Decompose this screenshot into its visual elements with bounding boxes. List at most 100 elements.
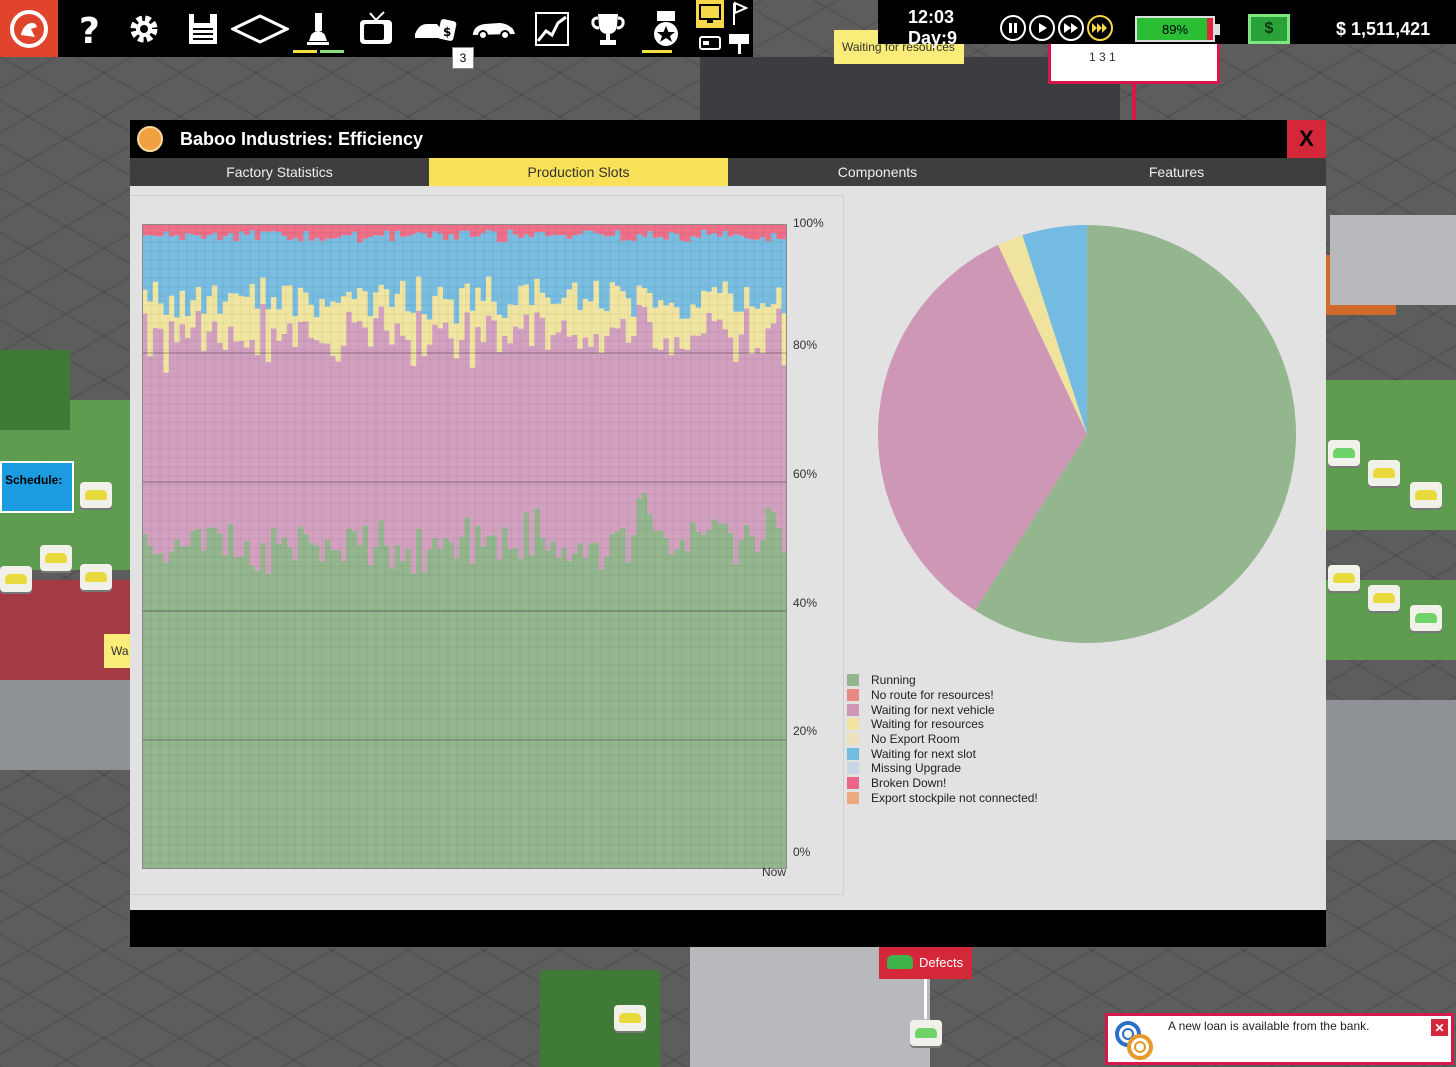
close-button[interactable]: X [1287, 120, 1326, 158]
fastest-speed-button[interactable] [1087, 15, 1113, 41]
schedule-tag[interactable]: Schedule: [0, 461, 74, 513]
car-tile[interactable] [1410, 482, 1442, 508]
tab-features[interactable]: Features [1148, 164, 1205, 180]
chart-segment [437, 328, 444, 549]
cash-icon[interactable]: $ [1248, 14, 1290, 44]
chart-segment [620, 224, 627, 241]
chart-segment [776, 224, 783, 239]
pause-button[interactable] [1000, 15, 1026, 41]
energy-battery[interactable]: 89% [1135, 16, 1220, 42]
chart-segment [206, 234, 213, 297]
chart-segment [254, 571, 261, 869]
car-tile[interactable] [1410, 605, 1442, 631]
chart-segment [529, 555, 535, 869]
logo-icon[interactable] [0, 0, 58, 57]
chart-segment [195, 528, 202, 869]
car-tile[interactable] [1368, 585, 1400, 611]
chart-segment [179, 240, 186, 291]
legend-swatch [847, 733, 859, 746]
tab-production-slots[interactable]: Production Slots [429, 158, 728, 186]
chart-segment [453, 558, 460, 869]
chart-segment [684, 224, 691, 242]
chart-segment [158, 552, 165, 869]
chart-segment [776, 238, 783, 288]
chart-segment [717, 224, 724, 237]
station-stats-card[interactable]: 1 3 1 [1048, 44, 1220, 84]
monitor-icon[interactable] [696, 0, 724, 28]
card-icon[interactable] [696, 32, 724, 54]
chart-segment [195, 224, 202, 236]
chart-segment [152, 281, 159, 329]
car-tile[interactable] [1368, 460, 1400, 486]
svg-text:?: ? [79, 11, 100, 49]
car-tile[interactable] [910, 1020, 942, 1046]
chart-segment [373, 224, 380, 236]
chart-segment [486, 535, 492, 869]
chart-segment [152, 328, 159, 555]
chart-segment [265, 362, 272, 574]
chart-segment [158, 328, 165, 553]
waiting-tag-partial[interactable]: Wa [104, 634, 132, 668]
trophy-icon[interactable] [580, 0, 636, 57]
save-icon[interactable] [175, 0, 231, 57]
chart-segment [346, 528, 353, 869]
chart-segment [443, 538, 449, 869]
car-tile[interactable] [1328, 565, 1360, 591]
chart-segment [281, 333, 288, 538]
chart-segment [244, 347, 251, 541]
medal-icon[interactable] [638, 0, 694, 57]
chart-segment [529, 345, 535, 556]
play-button[interactable] [1029, 15, 1055, 41]
car-sale-icon[interactable]: $ [408, 0, 464, 57]
car-icon[interactable] [466, 0, 522, 57]
chart-segment [496, 242, 503, 315]
chart-segment [641, 288, 648, 307]
car-tile[interactable] [0, 566, 32, 592]
chart-segment [373, 547, 380, 869]
chart-segment [287, 323, 294, 548]
research-icon[interactable] [290, 0, 346, 57]
notification-close-button[interactable]: ✕ [1431, 1019, 1448, 1036]
gear-icon[interactable] [116, 0, 172, 57]
zone-icon[interactable] [230, 0, 290, 57]
flag-icon[interactable] [726, 0, 752, 28]
battery-indicator [1207, 18, 1213, 40]
chart-segment [625, 342, 632, 563]
pie-slice [878, 244, 1087, 611]
chart-segment [770, 511, 777, 869]
chart-segment [367, 346, 374, 566]
chart-segment [378, 306, 385, 521]
chart-segment [319, 298, 326, 344]
chart-segment [582, 224, 589, 231]
car-tile[interactable] [614, 1005, 646, 1031]
chart-segment [652, 348, 659, 531]
chart-segment [195, 310, 202, 529]
help-icon[interactable]: ? [60, 0, 116, 57]
car-tile[interactable] [40, 545, 72, 571]
chart-segment [211, 224, 218, 233]
car-tile[interactable] [80, 482, 112, 508]
chart-segment [464, 230, 471, 284]
loan-notification[interactable]: A new loan is available from the bank. ✕ [1105, 1013, 1454, 1065]
chart-segment [733, 311, 740, 362]
tv-icon[interactable] [348, 0, 404, 57]
chart-segment [555, 557, 562, 869]
chart-segment [684, 318, 691, 350]
chart-segment [512, 326, 519, 548]
chart-icon[interactable] [524, 0, 580, 57]
chart-segment [142, 224, 148, 236]
car-tile[interactable] [80, 564, 112, 590]
tab-components[interactable]: Components [837, 164, 918, 180]
sign-icon[interactable] [726, 32, 752, 56]
legend-swatch [847, 777, 859, 790]
chart-segment [190, 530, 197, 869]
chart-segment [168, 321, 175, 552]
tab-factory-statistics[interactable]: Factory Statistics [226, 164, 333, 180]
chart-segment [211, 285, 218, 322]
fast-forward-button[interactable] [1058, 15, 1084, 41]
chart-segment [303, 224, 310, 232]
chart-segment [647, 293, 654, 322]
chart-segment [443, 240, 449, 300]
car-tile[interactable] [1328, 440, 1360, 466]
chart-segment [340, 345, 347, 561]
